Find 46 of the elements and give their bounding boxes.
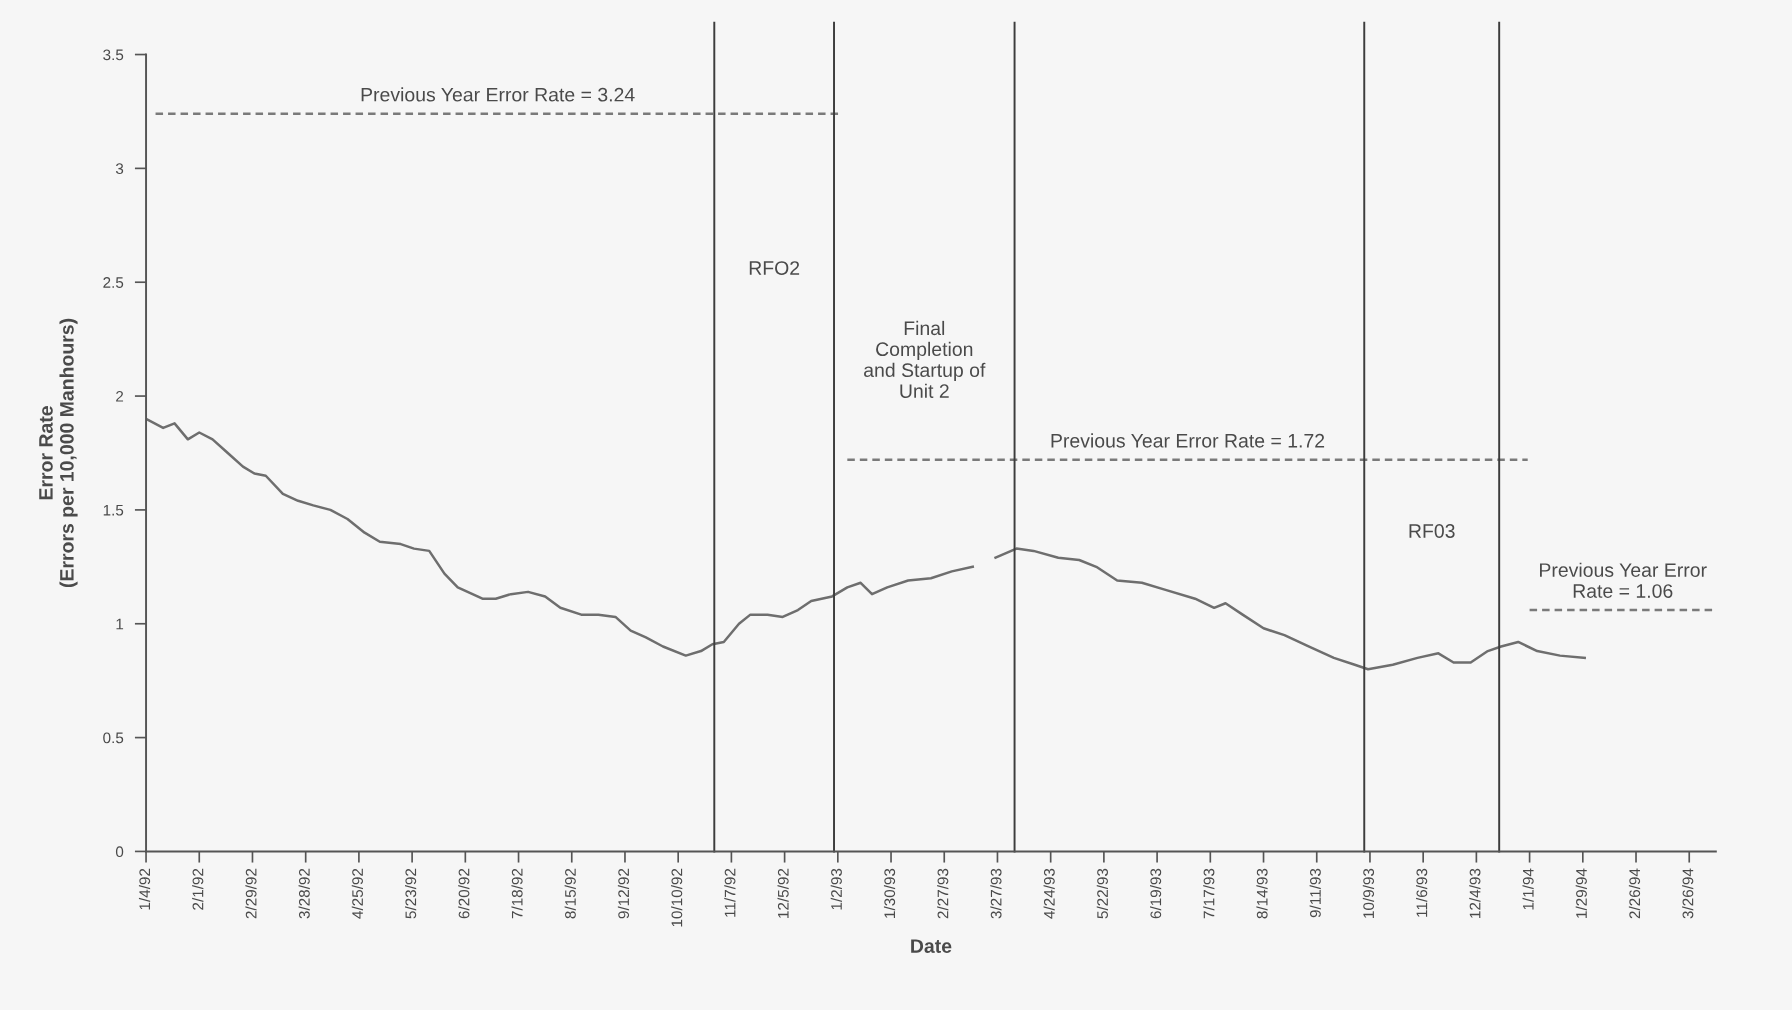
ref-line-label: RFO2 (749, 261, 800, 275)
x-tick-label: 8/14/93 (1256, 868, 1268, 919)
y-axis-title: Error Rate (Errors per 10,000 Manhours) (39, 318, 78, 588)
x-tick-label: 12/5/92 (777, 868, 789, 918)
x-tick-label: 5/23/92 (404, 868, 417, 919)
series-label: Previous Year Error Rate = 1.06 (1540, 562, 1707, 598)
x-tick-label: 10/9/93 (1362, 868, 1375, 918)
ref-line-label: RF03 (1409, 524, 1455, 538)
y-tick-label: 1 (116, 618, 124, 630)
x-tick-label: 4/24/93 (1043, 868, 1055, 919)
x-tick-label: 10/10/92 (671, 868, 683, 927)
x-tick-label: 9/11/93 (1309, 868, 1321, 918)
x-tick-label: 1/1/94 (1522, 868, 1534, 910)
x-tick-label: 4/25/92 (351, 868, 363, 919)
y-tick-label: 0.5 (103, 732, 124, 744)
x-tick-label: 1/2/93 (830, 868, 842, 910)
y-tick-label: 2 (116, 390, 124, 402)
x-axis-title: Date (911, 939, 952, 953)
x-tick-label: 3/28/92 (298, 868, 310, 919)
y-tick-label: 1.5 (103, 504, 124, 516)
x-tick-label: 11/7/92 (724, 868, 736, 917)
x-tick-label: 6/19/93 (1149, 868, 1162, 919)
x-tick-label: 1/4/92 (138, 868, 151, 910)
x-tick-label: 3/26/94 (1682, 868, 1694, 919)
x-tick-label: 8/15/92 (564, 868, 576, 919)
x-tick-label: 12/4/93 (1469, 868, 1481, 918)
ref-line-label: Final Completion and Startup of Unit 2 (864, 320, 986, 398)
y-tick-label: 3 (115, 163, 124, 175)
y-tick-label: 2.5 (103, 277, 124, 288)
x-tick-label: 2/1/92 (192, 868, 204, 910)
x-tick-label: 2/27/93 (937, 868, 949, 919)
x-tick-label: 7/18/92 (511, 868, 523, 919)
x-tick-label: 11/6/93 (1416, 868, 1428, 917)
y-tick-label: 0 (115, 846, 124, 858)
series-label: Previous Year Error Rate = 3.24 (361, 87, 635, 102)
y-tick-label: 3.5 (103, 49, 124, 61)
x-tick-label: 3/27/93 (990, 868, 1002, 919)
x-tick-label: 7/17/93 (1203, 868, 1215, 919)
series-label: Previous Year Error Rate = 1.72 (1051, 433, 1325, 448)
x-tick-label: 6/20/92 (458, 868, 470, 919)
x-tick-label: 2/29/92 (245, 868, 257, 919)
x-tick-label: 2/26/94 (1628, 868, 1641, 919)
x-tick-label: 1/30/93 (883, 868, 896, 918)
x-tick-label: 5/22/93 (1096, 868, 1108, 919)
x-tick-label: 1/29/94 (1575, 868, 1587, 918)
x-tick-label: 9/12/92 (617, 868, 630, 919)
